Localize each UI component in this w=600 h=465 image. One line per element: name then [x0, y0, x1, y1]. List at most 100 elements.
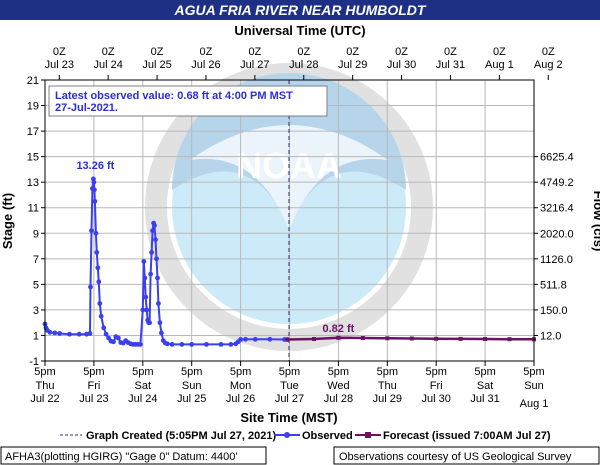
observed-point — [143, 294, 149, 300]
observed-point — [96, 279, 102, 285]
y-tick-label: 11 — [28, 203, 39, 215]
flow-tick-label: 12.0 — [540, 330, 561, 342]
footer-left-box — [0, 446, 267, 465]
observed-point — [93, 230, 99, 236]
bottom-tick-date: Jul 22 — [30, 393, 59, 405]
flow-tick-label: 4749.2 — [540, 177, 574, 189]
bottom-tick-time: 5pm — [328, 366, 349, 378]
top-tick-day: Jul 27 — [240, 59, 269, 71]
top-tick-hour: 0Z — [493, 46, 506, 58]
bottom-tick-weekday: Fri — [87, 380, 100, 392]
footer-datum: AFHA3(plotting HGIRG) "Gage 0" Datum: 44… — [5, 451, 237, 463]
bottom-tick-weekday: Thu — [36, 380, 55, 392]
bottom-tick-weekday: Mon — [230, 380, 251, 392]
bottom-tick-date: Jul 31 — [470, 393, 499, 405]
bottom-tick-time: 5pm — [83, 366, 104, 378]
bottom-tick-weekday: Thu — [378, 380, 397, 392]
y-tick-label: 19 — [27, 101, 39, 113]
observed-point — [150, 228, 156, 234]
observed-point — [76, 331, 82, 337]
forecast-point — [483, 337, 488, 341]
bottom-tick-time: 5pm — [523, 366, 544, 378]
top-tick-day: Jul 28 — [289, 59, 318, 71]
flow-tick-label: 511.8 — [540, 279, 567, 291]
flow-tick-label: 2020.0 — [540, 228, 574, 240]
axes: -11357911131517192112.0150.0511.81126.02… — [27, 46, 574, 410]
y-tick-label: 3 — [33, 305, 39, 317]
observed-point — [92, 187, 97, 193]
forecast-point — [409, 336, 414, 341]
legend-forecast-label: Forecast (issued 7:00AM Jul 27) — [383, 430, 551, 442]
peak-label: 13.26 ft — [76, 160, 114, 172]
top-axis-title: Universal Time (UTC) — [234, 23, 365, 38]
legend-observed-marker — [284, 432, 290, 438]
legend: Graph Created (5:05PM Jul 27, 2021) Obse… — [60, 430, 551, 442]
observed-point — [157, 320, 163, 326]
bottom-tick-weekday: Wed — [327, 380, 349, 392]
observed-point — [98, 313, 104, 319]
observed-point — [228, 342, 234, 347]
top-tick-day: Jul 25 — [142, 59, 171, 71]
observed-point — [57, 331, 63, 336]
top-tick-hour: 0Z — [200, 46, 213, 58]
top-tick-hour: 0Z — [395, 46, 408, 58]
observed-point — [189, 342, 195, 347]
forecast-point — [285, 337, 290, 342]
footer: AFHA3(plotting HGIRG) "Gage 0" Datum: 44… — [0, 446, 600, 465]
observed-point — [92, 198, 98, 204]
bottom-tick-weekday: Fri — [430, 380, 443, 392]
observed-point — [91, 179, 97, 185]
annotation-line-2: 27-Jul-2021. — [55, 102, 118, 114]
observed-point — [164, 341, 170, 347]
bottom-tick-date: Jul 25 — [177, 393, 206, 405]
flow-tick-label: 150.0 — [540, 305, 568, 317]
annotation-box — [48, 85, 328, 117]
observed-point — [179, 342, 185, 347]
top-tick-hour: 0Z — [53, 46, 66, 58]
bottom-tick-weekday: Tue — [280, 380, 299, 392]
forecast-point — [434, 336, 439, 341]
forecast-point — [336, 335, 341, 340]
top-tick-hour: 0Z — [102, 46, 115, 58]
top-tick-hour: 0Z — [444, 46, 457, 58]
observed-point — [67, 331, 72, 337]
observed-point — [156, 301, 161, 306]
observed-point — [238, 337, 244, 342]
top-tick-day: Jul 24 — [93, 59, 122, 71]
observed-point — [47, 329, 53, 335]
top-tick-day: Aug 2 — [534, 59, 563, 71]
bottom-tick-date: Jul 24 — [128, 393, 157, 405]
bottom-tick-date: Jul 29 — [373, 393, 402, 405]
observed-point — [138, 342, 143, 347]
observed-point — [140, 307, 146, 313]
top-tick-day: Aug 1 — [485, 59, 514, 71]
left-axis-title: Stage (ft) — [0, 193, 15, 249]
legend-observed-label: Observed — [302, 430, 353, 442]
observed-point — [142, 275, 148, 281]
legend-created-label: Graph Created (5:05PM Jul 27, 2021) — [86, 430, 276, 442]
y-tick-label: 5 — [33, 279, 39, 291]
bottom-tick-time: 5pm — [279, 366, 300, 378]
top-tick-hour: 0Z — [151, 46, 164, 58]
annotation-line-1: Latest observed value: 0.68 ft at 4:00 P… — [55, 90, 293, 102]
bottom-tick-time: 5pm — [132, 366, 153, 378]
observed-point — [149, 250, 155, 255]
footer-right-box — [333, 446, 600, 465]
y-tick-label: 15 — [27, 152, 39, 164]
forecast-point — [507, 337, 512, 342]
observed-point — [97, 301, 103, 306]
observed-point — [52, 330, 58, 336]
bottom-tick-time: 5pm — [377, 366, 398, 378]
observed-point — [267, 336, 273, 342]
header-bar — [0, 0, 600, 20]
flow-tick-label: 3216.4 — [540, 203, 574, 215]
top-tick-day: Jul 23 — [45, 59, 74, 71]
bottom-tick-date: Jul 26 — [226, 393, 255, 405]
observed-point — [111, 339, 116, 345]
top-tick-hour: 0Z — [346, 46, 359, 58]
bottom-tick-weekday: Sat — [135, 380, 152, 392]
observed-point — [169, 342, 175, 347]
footer-credit: Observations courtesy of US Geological S… — [339, 451, 572, 463]
bottom-tick-time: 5pm — [474, 366, 495, 378]
